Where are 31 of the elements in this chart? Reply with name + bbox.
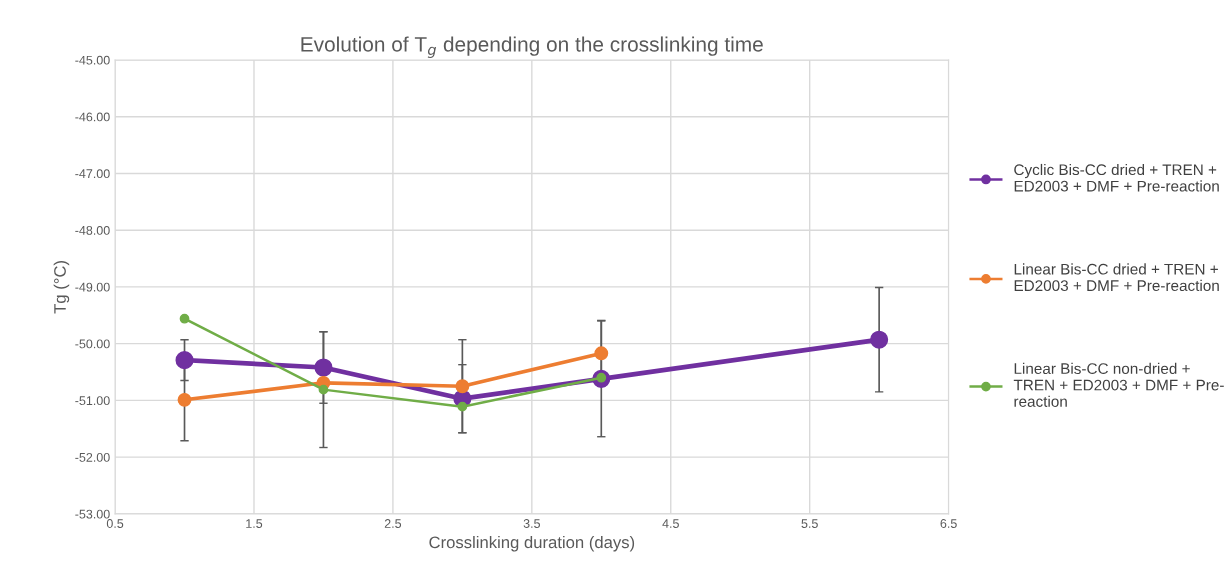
point xyxy=(318,384,329,395)
y-tick-label: -50.00 xyxy=(75,339,110,349)
y-tick-label: -47.00 xyxy=(75,169,110,179)
x-tick-label: 6.5 xyxy=(940,519,957,528)
x-tick-label: 1.5 xyxy=(246,519,263,528)
y-tick-label: -52.00 xyxy=(75,452,110,462)
point xyxy=(314,358,333,377)
x-axis-title: Crosslinking duration (days) xyxy=(429,535,635,552)
point xyxy=(177,392,192,407)
y-tick-label: -51.00 xyxy=(75,396,110,406)
x-tick-label: 3.5 xyxy=(523,519,540,528)
legend-label: Cyclic Bis-CC dried + TREN + ED2003 + DMF + Pre-reaction xyxy=(1014,163,1219,192)
y-tick-label: -48.00 xyxy=(75,225,110,235)
point xyxy=(455,379,470,394)
point xyxy=(175,351,194,370)
point xyxy=(457,401,468,412)
x-tick-label: 0.5 xyxy=(106,519,124,528)
x-tick-label: 5.5 xyxy=(801,519,818,528)
legend-label: Linear Bis-CC dried + TREN + ED2003 + DMF + Pre-reaction xyxy=(1014,263,1219,292)
y-tick-label: -49.00 xyxy=(75,282,110,292)
y-tick-label: -45.00 xyxy=(75,55,110,65)
x-tick-label: 2.5 xyxy=(384,519,402,528)
legend-label: Linear Bis-CC non-dried + TREN + ED2003 + DMF + Pre- reaction xyxy=(1013,362,1224,407)
point xyxy=(179,313,190,324)
chart-title: Evolution of T$_{g}$ depending on the crosslinking time xyxy=(301,36,763,58)
y-tick-label: -46.00 xyxy=(75,112,110,122)
y-tick-label: -53.00 xyxy=(75,509,110,519)
x-tick-label: 4.5 xyxy=(662,519,679,528)
y-axis-title: Tg (°C) xyxy=(53,261,70,314)
point xyxy=(870,330,889,349)
point xyxy=(594,346,609,361)
